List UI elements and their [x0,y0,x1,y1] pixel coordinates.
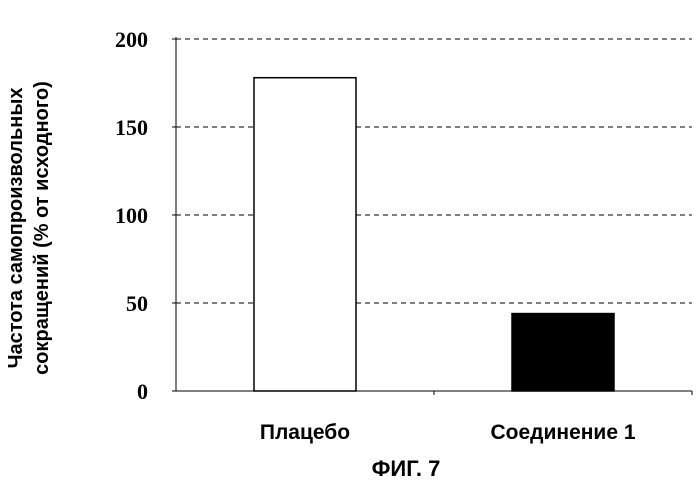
y-tick-label: 50 [126,291,148,316]
y-tick-label: 100 [115,203,148,228]
y-axis-title-line-2: сокращений (% от исходного) [31,81,53,375]
y-tick-labels: 0 50 100 150 200 [115,27,148,404]
y-tick-label: 150 [115,115,148,140]
y-axis-title: Частота самопроизвольных сокращений (% о… [5,81,53,375]
y-tick-label: 200 [115,27,148,52]
bar-1 [254,78,356,391]
category-labels: Плацебо Соединение 1 [260,421,636,444]
bars [254,78,614,391]
y-axis-title-line-1: Частота самопроизвольных [5,87,27,368]
y-tick-label: 0 [137,379,148,404]
figure-caption: ФИГ. 7 [372,456,441,481]
category-label: Соединение 1 [490,421,635,444]
bar-2 [512,314,614,391]
category-label: Плацебо [260,421,350,444]
